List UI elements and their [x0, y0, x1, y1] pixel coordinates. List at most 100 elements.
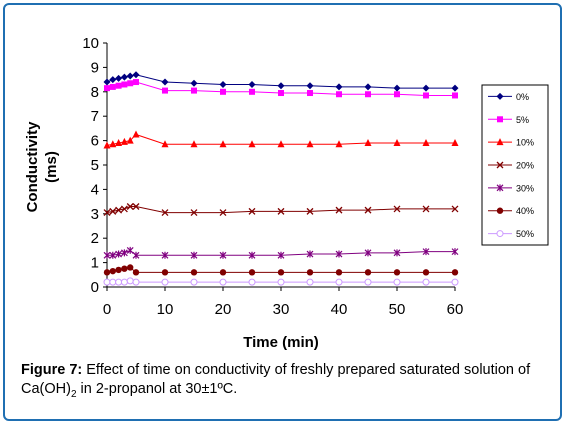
- data-point: [335, 250, 343, 258]
- y-tick-label: 6: [91, 133, 99, 150]
- legend-item: 5%: [488, 115, 529, 125]
- data-point: [422, 84, 430, 92]
- data-point: [161, 251, 169, 259]
- data-point: [393, 269, 401, 276]
- y-tick-label: 3: [91, 206, 99, 223]
- data-point: [161, 209, 169, 217]
- data-point: [451, 205, 459, 213]
- data-point: [120, 137, 128, 145]
- data-point: [248, 140, 256, 148]
- legend-label: 40%: [516, 206, 534, 216]
- data-point: [248, 251, 256, 259]
- data-point: [190, 79, 198, 87]
- y-axis-label: (ms): [43, 151, 60, 183]
- data-point: [127, 264, 134, 271]
- data-point: [190, 209, 198, 217]
- y-tick-label: 9: [91, 59, 99, 76]
- data-point: [121, 265, 128, 272]
- data-point: [103, 209, 111, 217]
- data-point: [190, 140, 198, 148]
- data-point: [132, 269, 140, 276]
- data-point: [364, 269, 372, 276]
- data-point: [115, 206, 123, 214]
- data-point: [364, 278, 372, 286]
- data-point: [121, 81, 128, 88]
- series-4: [103, 246, 459, 259]
- data-point: [219, 209, 227, 217]
- data-point: [393, 84, 401, 92]
- chart-legend: 0% 5% 10% 20% 30% 40% 50%: [481, 84, 549, 246]
- data-point: [249, 88, 255, 95]
- data-point: [115, 82, 122, 89]
- legend-label: 20%: [516, 161, 534, 171]
- series-3: [103, 203, 459, 217]
- x-axis-label: Time (min): [243, 334, 319, 351]
- legend-marker: [496, 92, 504, 100]
- data-point: [103, 141, 111, 149]
- data-point: [277, 278, 285, 286]
- series-5: [103, 264, 459, 276]
- series-2: [103, 130, 459, 149]
- legend-marker: [497, 116, 503, 123]
- data-point: [120, 249, 128, 257]
- data-point: [422, 139, 430, 147]
- data-point: [162, 87, 168, 94]
- legend-label: 30%: [516, 183, 534, 193]
- data-point: [115, 74, 123, 82]
- legend-marker: [496, 184, 504, 192]
- data-point: [451, 248, 459, 256]
- y-tick-label: 1: [91, 255, 99, 272]
- chart-axes: 0 1 2 3 4 5 6 7 8 9 10 0 10 20 30 40 50 60 Time (min) Condu…: [24, 35, 463, 351]
- data-point: [423, 92, 429, 99]
- data-point: [364, 139, 372, 147]
- legend-item: 0%: [488, 92, 529, 102]
- data-point: [103, 269, 111, 276]
- data-point: [109, 83, 116, 90]
- data-point: [120, 278, 128, 286]
- data-point: [115, 250, 123, 258]
- data-point: [364, 206, 372, 214]
- data-point: [422, 248, 430, 256]
- data-point: [115, 278, 123, 286]
- data-point: [306, 207, 314, 215]
- data-point: [393, 139, 401, 147]
- data-point: [126, 136, 134, 144]
- data-point: [365, 91, 371, 98]
- caption-text-1: Effect of time on conductivity of freshl…: [21, 362, 531, 397]
- data-point: [306, 278, 314, 286]
- data-point: [219, 80, 227, 88]
- data-point: [393, 205, 401, 213]
- x-tick-label: 10: [157, 301, 174, 318]
- data-point: [393, 249, 401, 257]
- y-tick-label: 4: [91, 181, 99, 198]
- data-point: [335, 269, 343, 276]
- legend-item: 40%: [488, 206, 534, 216]
- data-point: [115, 266, 122, 274]
- data-point: [306, 250, 314, 258]
- data-point: [306, 82, 314, 90]
- data-point: [335, 140, 343, 148]
- figure-caption: Figure 7: Effect of time on conductivity…: [21, 361, 551, 404]
- data-point: [161, 140, 169, 148]
- data-point: [220, 88, 226, 95]
- x-tick-label: 0: [103, 301, 111, 318]
- x-tick-label: 20: [215, 301, 232, 318]
- data-point: [219, 269, 227, 276]
- data-point: [126, 246, 134, 254]
- data-point: [103, 278, 111, 286]
- data-point: [451, 269, 459, 276]
- data-point: [132, 251, 140, 259]
- legend-label: 10%: [516, 138, 534, 148]
- data-point: [248, 269, 256, 276]
- data-point: [422, 205, 430, 213]
- data-point: [132, 71, 140, 79]
- data-point: [278, 90, 284, 97]
- data-point: [133, 79, 139, 86]
- data-point: [109, 76, 117, 84]
- data-point: [307, 90, 313, 97]
- data-point: [451, 139, 459, 147]
- legend-marker: [496, 230, 504, 238]
- data-point: [109, 207, 117, 215]
- data-point: [335, 206, 343, 214]
- data-point: [109, 278, 117, 286]
